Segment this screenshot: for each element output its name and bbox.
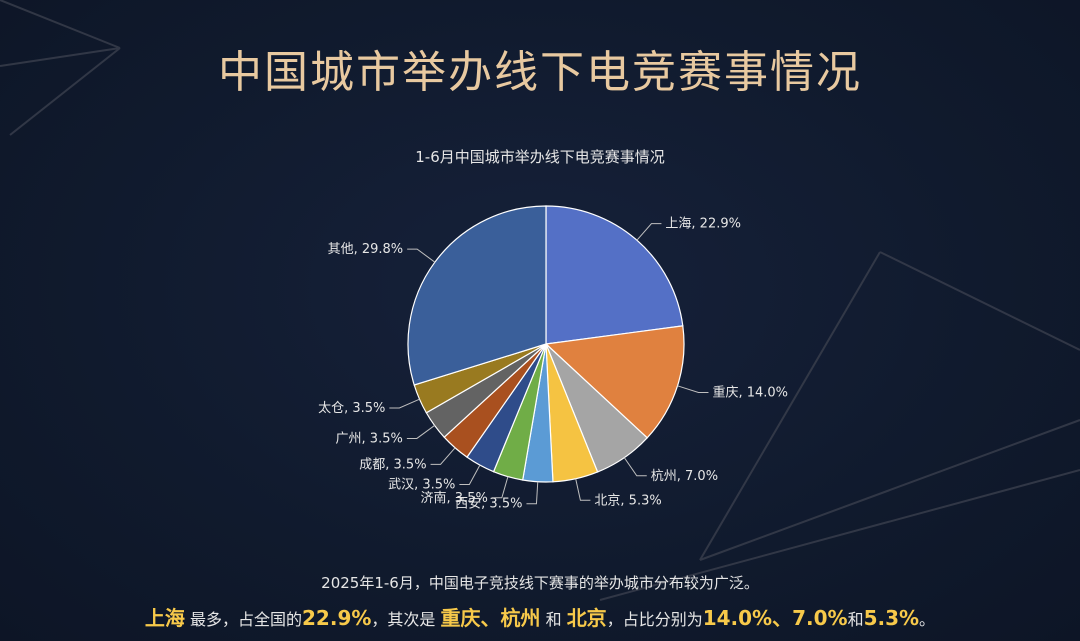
pie-leader-line-8	[406, 425, 435, 439]
highlight-text-4: ，占比分别为	[606, 610, 703, 629]
highlight-pct-4: 5.3%	[863, 606, 920, 630]
highlight-city-2: 重庆	[440, 606, 481, 630]
pie-label-3: 北京, 5.3%	[594, 493, 661, 508]
pie-label-7: 成都, 3.5%	[359, 457, 426, 472]
pie-slice-10	[407, 205, 547, 386]
pie-label-5: 济南, 3.5%	[421, 490, 488, 506]
pie-leader-line-7	[430, 447, 456, 465]
highlight-pct-2: 14.0%	[702, 606, 773, 630]
pie-slice-1	[544, 325, 685, 439]
pie-leader-line-2	[623, 457, 647, 477]
pie-label-10: 其他, 29.8%	[328, 242, 404, 257]
highlight-text: 上海 最多，占全国的22.9%，其次是 重庆、杭州 和 北京，占比分别为14.0…	[0, 602, 1080, 631]
summary-text: 2025年1-6月，中国电子竞技线下赛事的举办城市分布较为广泛。	[321, 574, 759, 592]
pie-leader-line-3	[575, 478, 591, 501]
highlight-text-2: ，其次是	[371, 610, 441, 629]
pie-leader-line-6	[459, 464, 481, 485]
pie-label-4: 西安, 3.5%	[455, 497, 522, 512]
highlight-text-1: 最多，占全国的	[184, 610, 303, 629]
highlight-sep-2: 、	[772, 606, 793, 630]
pie-leader-line-5	[491, 476, 509, 499]
pie-slice-0	[545, 205, 684, 345]
pie-label-6: 武汉, 3.5%	[388, 477, 455, 492]
pie-label-2: 杭州, 7.0%	[651, 469, 718, 484]
pie-label-1: 重庆, 14.0%	[712, 384, 788, 400]
pie-leader-line-0	[636, 223, 662, 241]
highlight-pct-3: 7.0%	[792, 606, 848, 630]
pie-leader-line-4	[526, 481, 539, 505]
highlight-text-6: 。	[919, 610, 936, 629]
highlight-city-4: 北京	[566, 606, 607, 630]
pie-leader-line-1	[677, 385, 709, 393]
pie-label-8: 广州, 3.5%	[336, 431, 403, 446]
highlight-text-5: 和	[847, 610, 864, 629]
highlight-city-3: 杭州	[500, 606, 541, 630]
highlight-pct-1: 22.9%	[302, 606, 372, 630]
pie-label-9: 太仓, 3.5%	[318, 401, 385, 416]
highlight-city-1: 上海	[144, 606, 185, 630]
chart-title: 1-6月中国城市举办线下电竞赛事情况	[415, 148, 665, 166]
page-title: 中国城市举办线下电竞赛事情况	[218, 47, 862, 98]
pie-leader-line-9	[389, 398, 420, 409]
highlight-sep-1: 、	[480, 606, 501, 630]
pie-label-0: 上海, 22.9%	[665, 217, 741, 232]
pie-leader-line-10	[407, 248, 436, 263]
highlight-text-3: 和	[540, 610, 567, 629]
